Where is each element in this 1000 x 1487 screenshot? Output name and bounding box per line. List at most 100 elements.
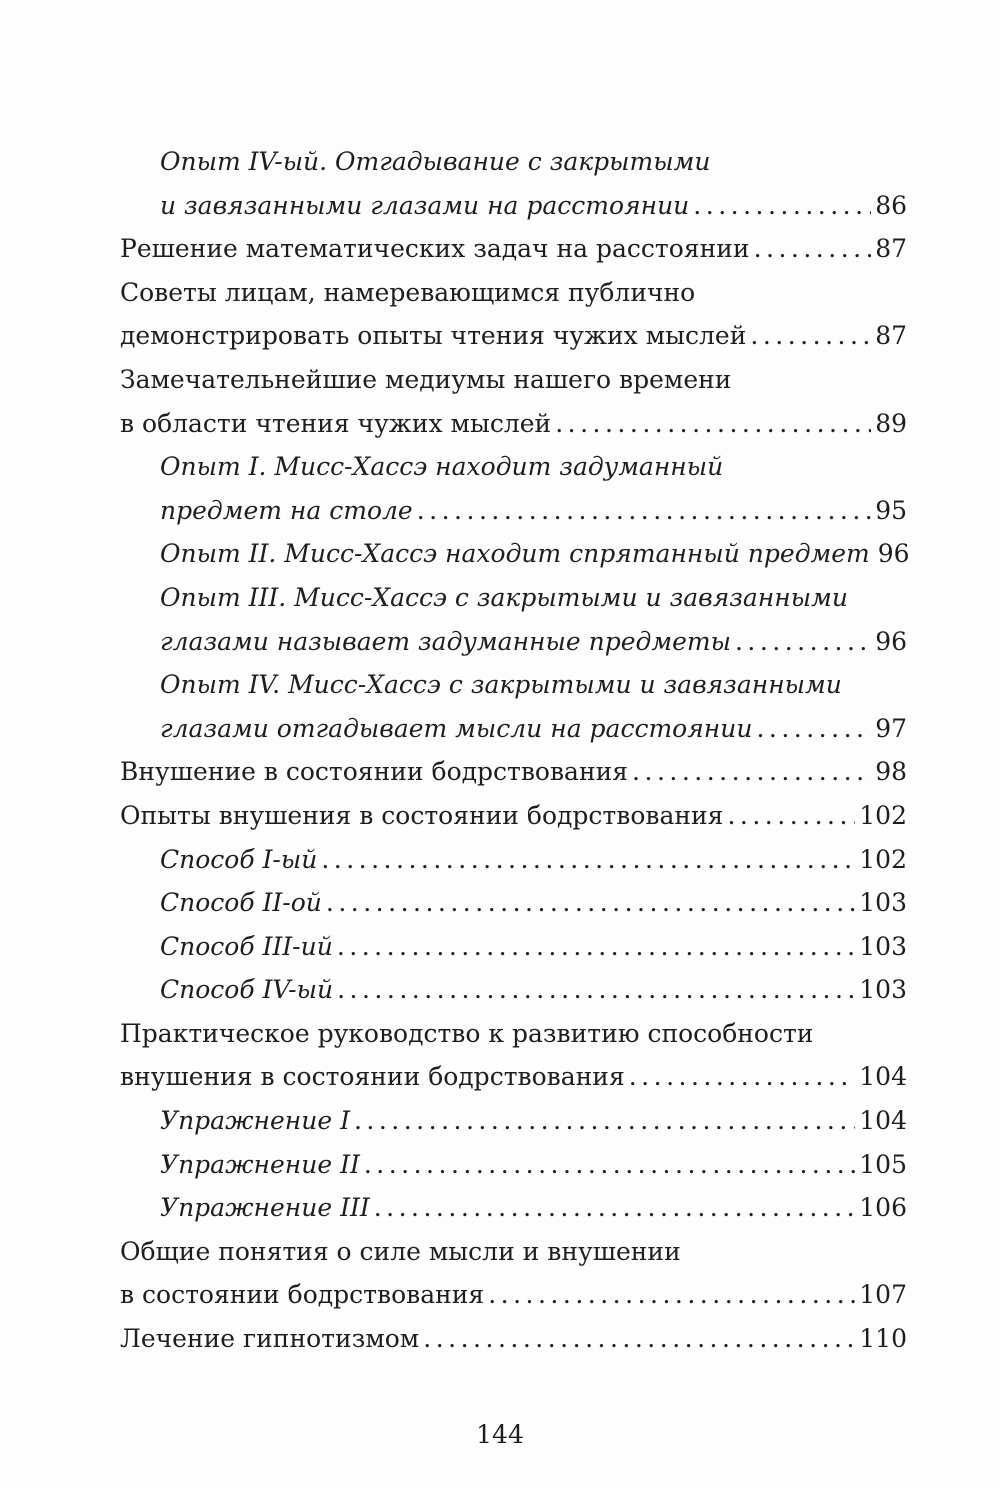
toc-subentry: Способ II-ой 103 bbox=[120, 881, 907, 925]
toc-page-number: 103 bbox=[859, 931, 907, 961]
toc-line: внушения в состоянии бодрствования 104 bbox=[120, 1055, 907, 1099]
toc-line: Замечательнейшие медиумы нашего времени bbox=[120, 358, 907, 402]
toc-page-number: 89 bbox=[875, 408, 907, 438]
toc-page-number: 110 bbox=[859, 1324, 907, 1354]
toc-title: глазами называет задуманные предметы bbox=[160, 626, 731, 656]
toc-page-number: 104 bbox=[859, 1062, 907, 1092]
toc-line: Способ II-ой 103 bbox=[120, 881, 907, 925]
toc-entry: Общие понятия о силе мысли и внушении в с… bbox=[120, 1230, 907, 1317]
toc-subentry: Упражнение I 104 bbox=[120, 1099, 907, 1143]
toc-title: и завязанными глазами на расстоянии bbox=[160, 190, 690, 220]
toc-entry: Советы лицам, намеревающимся публично дем… bbox=[120, 271, 907, 358]
toc-line: Упражнение II 105 bbox=[120, 1143, 907, 1187]
toc-title: Практическое руководство к развитию спос… bbox=[120, 1018, 814, 1048]
toc-subentry: Опыт III. Мисс-Хассэ с закрытыми и завяз… bbox=[120, 576, 907, 663]
toc-title: Опыт II. Мисс-Хассэ находит спрятанный п… bbox=[160, 539, 870, 569]
toc-page-number: 107 bbox=[859, 1280, 907, 1310]
toc-title: Способ I-ый bbox=[160, 844, 318, 874]
toc-entry: Внушение в состоянии бодрствования 98 bbox=[120, 750, 907, 794]
dot-leader bbox=[629, 1055, 856, 1099]
toc-page-number: 96 bbox=[875, 626, 907, 656]
dot-leader bbox=[488, 1273, 855, 1317]
dot-leader bbox=[735, 620, 871, 664]
toc-title: Способ II-ой bbox=[160, 888, 322, 918]
toc-title: в области чтения чужих мыслей bbox=[120, 408, 552, 438]
toc-line: Опыты внушения в состоянии бодрствования… bbox=[120, 794, 907, 838]
dot-leader bbox=[337, 968, 855, 1012]
toc-page-number: 103 bbox=[859, 975, 907, 1005]
toc-line: глазами называет задуманные предметы 96 bbox=[120, 620, 907, 664]
toc-title: в состоянии бодрствования bbox=[120, 1280, 485, 1310]
toc-title: Опыт IV-ый. Отгадывание с закрытыми bbox=[160, 147, 711, 176]
toc-page-number: 104 bbox=[859, 1106, 907, 1136]
toc-line: глазами отгадывает мысли на расстоянии 97 bbox=[120, 707, 907, 751]
toc-line: Советы лицам, намеревающимся публично bbox=[120, 271, 907, 315]
toc-page-number: 102 bbox=[859, 844, 907, 874]
toc-page-number: 87 bbox=[875, 321, 907, 351]
toc-title: Опыты внушения в состоянии бодрствования bbox=[120, 800, 724, 830]
toc-subentry: Упражнение II 105 bbox=[120, 1143, 907, 1187]
toc-title: Советы лицам, намеревающимся публично bbox=[120, 277, 696, 307]
toc-title: Упражнение II bbox=[160, 1149, 360, 1179]
toc-line: Способ IV-ый 103 bbox=[120, 968, 907, 1012]
toc-entry: Опыты внушения в состоянии бодрствования… bbox=[120, 794, 907, 838]
toc-page-number: 96 bbox=[877, 539, 910, 569]
toc-line: в области чтения чужих мыслей 89 bbox=[120, 402, 907, 446]
dot-leader bbox=[326, 881, 855, 925]
toc-title: демонстрировать опыты чтения чужих мысле… bbox=[120, 321, 747, 351]
toc-line: Лечение гипнотизмом 110 bbox=[120, 1317, 907, 1361]
toc-title: Замечательнейшие медиумы нашего времени bbox=[120, 364, 732, 394]
toc-page-number: 98 bbox=[875, 757, 907, 787]
dot-leader bbox=[632, 750, 871, 794]
toc-page-number: 102 bbox=[859, 800, 907, 830]
toc-title: Опыт III. Мисс-Хассэ с закрытыми и завяз… bbox=[160, 582, 848, 612]
toc-title: Общие понятия о силе мысли и внушении bbox=[120, 1236, 681, 1266]
toc-subentry: Способ I-ый 102 bbox=[120, 838, 907, 882]
toc-title: Решение математических задач на расстоян… bbox=[120, 234, 750, 264]
dot-leader bbox=[364, 1143, 855, 1187]
toc-line: Опыт IV. Мисс-Хассэ с закрытыми и завяза… bbox=[120, 663, 907, 707]
toc-title: Упражнение III bbox=[160, 1193, 370, 1223]
dot-leader bbox=[756, 707, 871, 751]
toc-entry: Решение математических задач на расстоян… bbox=[120, 227, 907, 271]
toc-title: Способ IV-ый bbox=[160, 975, 334, 1005]
toc-line: Внушение в состоянии бодрствования 98 bbox=[120, 750, 907, 794]
toc-entry: Замечательнейшие медиумы нашего времени в… bbox=[120, 358, 907, 445]
toc-title: Опыт I. Мисс-Хассэ находит задуманный bbox=[160, 452, 724, 482]
toc-title: внушения в состоянии бодрствования bbox=[120, 1062, 625, 1092]
toc-line: в состоянии бодрствования 107 bbox=[120, 1273, 907, 1317]
dot-leader bbox=[337, 925, 855, 969]
toc-title: Лечение гипнотизмом bbox=[120, 1324, 420, 1354]
toc-page-number: 103 bbox=[859, 888, 907, 918]
toc-page-number: 87 bbox=[875, 234, 907, 264]
toc-subentry: Опыт IV-ый. Отгадывание с закрытыми и зав… bbox=[120, 140, 907, 227]
toc-subentry: Опыт I. Мисс-Хассэ находит задуманный пре… bbox=[120, 445, 907, 532]
toc-line: Опыт IV-ый. Отгадывание с закрытыми bbox=[120, 140, 907, 184]
dot-leader bbox=[374, 1186, 856, 1230]
dot-leader bbox=[354, 1099, 855, 1143]
toc-subentry: Способ IV-ый 103 bbox=[120, 968, 907, 1012]
toc-page-number: 97 bbox=[875, 713, 907, 743]
toc-page-number: 95 bbox=[875, 495, 907, 525]
toc-page-number: 105 bbox=[859, 1149, 907, 1179]
toc-title: глазами отгадывает мысли на расстоянии bbox=[160, 713, 753, 743]
dot-leader bbox=[321, 838, 855, 882]
dot-leader bbox=[727, 794, 855, 838]
toc-subentry: Опыт IV. Мисс-Хассэ с закрытыми и завяза… bbox=[120, 663, 907, 750]
toc-entry: Практическое руководство к развитию спос… bbox=[120, 1012, 907, 1099]
toc-title: Опыт IV. Мисс-Хассэ с закрытыми и завяза… bbox=[160, 670, 842, 700]
toc-line: Практическое руководство к развитию спос… bbox=[120, 1012, 907, 1056]
dot-leader bbox=[417, 489, 871, 533]
toc-subentry: Опыт II. Мисс-Хассэ находит спрятанный п… bbox=[120, 532, 910, 576]
toc-subentry: Способ III-ий 103 bbox=[120, 925, 907, 969]
table-of-contents: Опыт IV-ый. Отгадывание с закрытыми и зав… bbox=[120, 140, 910, 1361]
toc-line: Способ I-ый 102 bbox=[120, 838, 907, 882]
toc-page-number: 86 bbox=[875, 190, 907, 220]
toc-line: предмет на столе 95 bbox=[120, 489, 907, 533]
toc-line: Опыт II. Мисс-Хассэ находит спрятанный п… bbox=[120, 532, 910, 576]
dot-leader bbox=[754, 227, 872, 271]
page-number: 144 bbox=[476, 1420, 524, 1449]
toc-page-number: 106 bbox=[859, 1193, 907, 1223]
toc-line: Упражнение III 106 bbox=[120, 1186, 907, 1230]
toc-title: Внушение в состоянии бодрствования bbox=[120, 757, 629, 787]
